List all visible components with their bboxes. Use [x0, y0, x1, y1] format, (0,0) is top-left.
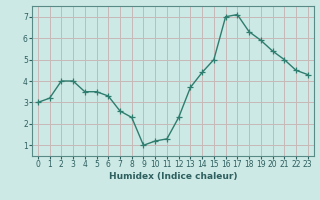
X-axis label: Humidex (Indice chaleur): Humidex (Indice chaleur): [108, 172, 237, 181]
